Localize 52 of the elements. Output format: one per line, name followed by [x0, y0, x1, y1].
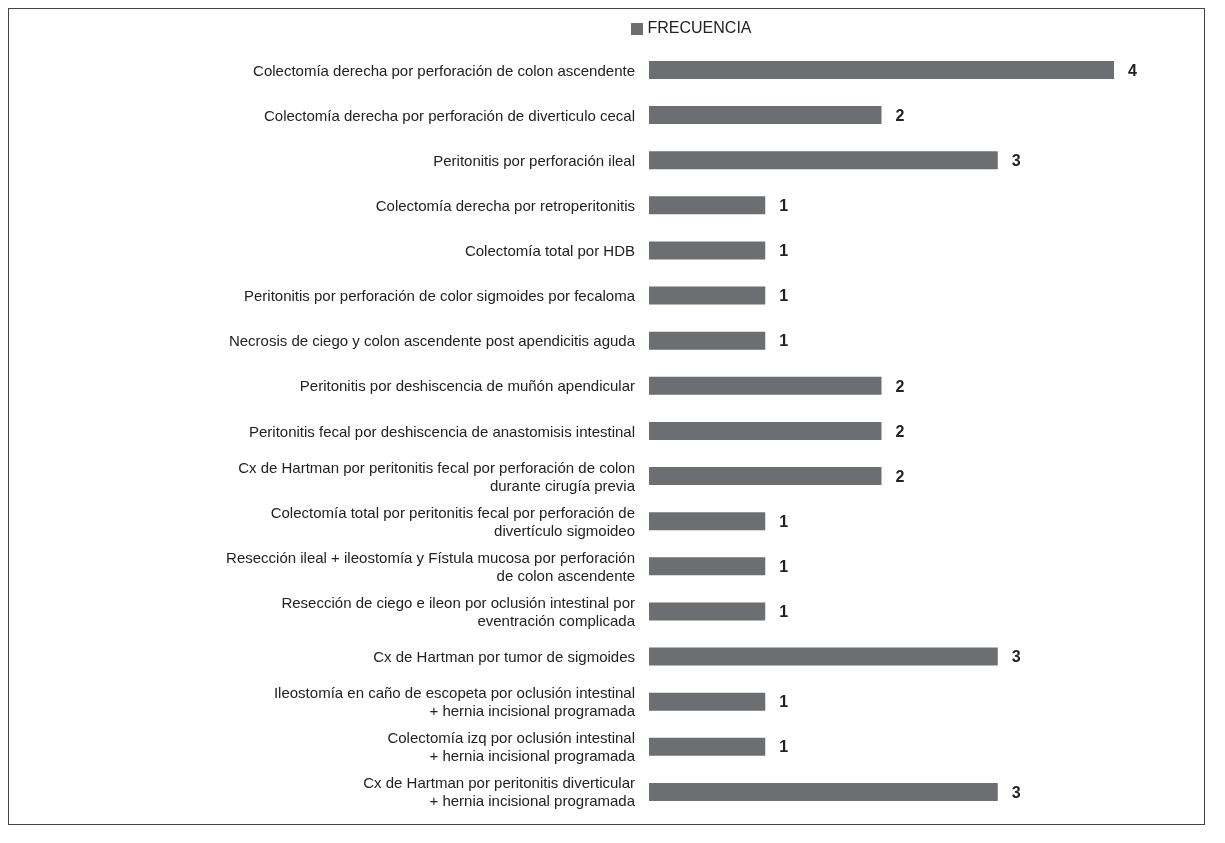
- y-tick-label: Necrosis de ciego y colon ascendente post apendicitis aguda: [228, 331, 636, 349]
- bar: [649, 61, 1114, 79]
- bar: [649, 196, 766, 215]
- data-label: 2: [895, 467, 905, 485]
- data-label: 1: [779, 693, 789, 711]
- y-tick-label: Cx de Hartman por peritonitis fecal por perforación de colon durante cirugía previa: [238, 458, 636, 494]
- bar: [649, 151, 998, 170]
- y-tick-label: Resección ileal + ileostomía y Fístula mucosa por perforación de colon ascendente: [226, 548, 635, 584]
- data-label: 1: [779, 557, 789, 575]
- y-tick-label: Cx de Hartman por peritonitis diverticular + hernia incisional programada: [363, 773, 636, 809]
- bar: [649, 782, 998, 801]
- y-tick-label: Peritonitis por deshiscencia de muñón apendicular: [299, 376, 635, 394]
- y-tick-label: Colectomía derecha por perforación de colon ascendente: [253, 61, 635, 79]
- data-label: 1: [779, 738, 789, 756]
- y-tick-label: Colectomía derecha por perforación de diverticulo cecal: [263, 106, 635, 124]
- data-label: 2: [895, 106, 905, 124]
- bar: [649, 557, 766, 576]
- data-label: 1: [779, 332, 789, 350]
- bar: [649, 512, 766, 531]
- data-label: 1: [779, 242, 789, 260]
- bar: [649, 241, 766, 260]
- y-tick-label: Colectomía total por peritonitis fecal por perforación de divertículo sigmoideo: [270, 503, 635, 539]
- y-tick-label: Colectomía total por HDB: [464, 241, 635, 259]
- bar: [649, 376, 882, 395]
- y-tick-label: Cx de Hartman por tumor de sigmoides: [373, 647, 635, 665]
- bar: [649, 331, 766, 350]
- data-label: 3: [1011, 151, 1021, 169]
- y-tick-label: Colectomía derecha por retroperitonitis: [375, 196, 635, 214]
- bar: [649, 647, 998, 666]
- y-tick-label: Peritonitis fecal por deshiscencia de anastomisis intestinal: [248, 422, 635, 439]
- data-label: 1: [779, 512, 789, 530]
- bar: [649, 737, 766, 756]
- y-tick-label: Resección de ciego e ileon por oclusión intestinal por eventración complicada: [281, 593, 636, 629]
- bar: [649, 421, 882, 440]
- legend-label: FRECUENCIA: [647, 19, 752, 36]
- data-label: 3: [1011, 783, 1021, 801]
- y-tick-label: Peritonitis por perforación ileal: [433, 151, 635, 169]
- data-label: 1: [779, 197, 789, 215]
- data-label: 1: [779, 287, 789, 305]
- bar: [649, 467, 882, 486]
- data-label: 2: [895, 377, 905, 395]
- bar: [649, 106, 882, 125]
- bar: [649, 692, 766, 711]
- data-label: 2: [895, 422, 905, 440]
- data-label: 3: [1011, 648, 1021, 666]
- y-tick-label: Peritonitis por perforación de color sigmoides por fecaloma: [243, 286, 636, 304]
- bar: [649, 286, 766, 305]
- y-tick-label: Ileostomía en caño de escopeta por oclusión intestinal + hernia incisional programada: [273, 683, 636, 719]
- bar: [649, 602, 766, 621]
- y-tick-label: Colectomía izq por oclusión intestinal + hernia incisional programada: [387, 728, 636, 764]
- data-label: 4: [1128, 61, 1137, 79]
- data-label: 1: [779, 603, 789, 621]
